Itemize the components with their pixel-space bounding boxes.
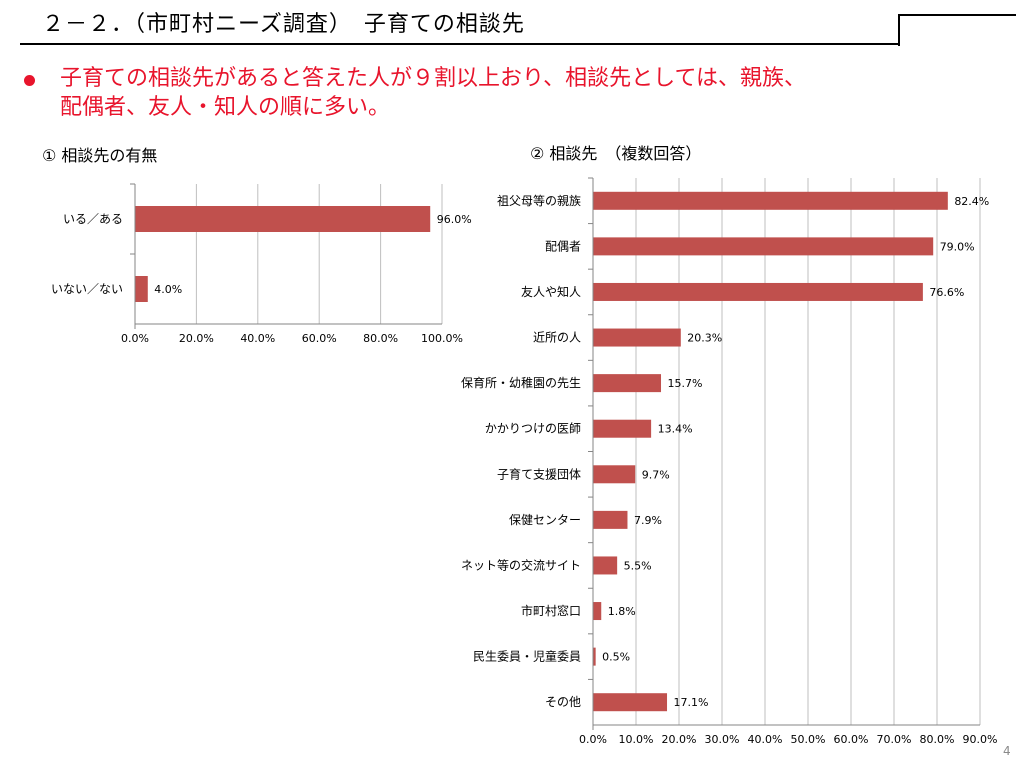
chart2-bar (593, 647, 596, 666)
chart2-data-label: 17.1% (674, 696, 709, 709)
chart2-bar (593, 465, 636, 484)
chart2-category-label: ネット等の交流サイト (461, 557, 581, 572)
summary-text: 子育ての相談先があると答えた人が９割以上おり、相談先としては、親族、 配偶者、友… (60, 66, 807, 120)
page-title: ２－２．（市町村ニーズ調査） 子育ての相談先 (42, 12, 525, 37)
chart2-data-label: 76.6% (929, 286, 964, 299)
chart2-xtick-label: 0.0% (579, 733, 607, 746)
chart2-category-label: その他 (545, 695, 581, 709)
chart2-bar (593, 282, 923, 301)
chart1-xtick-label: 20.0% (179, 332, 214, 345)
chart2-category-label: 子育て支援団体 (497, 466, 581, 481)
chart2-category-label: 祖父母等の親族 (497, 193, 581, 208)
chart2-data-label: 79.0% (940, 240, 975, 253)
chart2-bar (593, 191, 948, 210)
chart2-xtick-label: 20.0% (662, 733, 697, 746)
chart2-data-label: 20.3% (687, 332, 722, 345)
chart1-xtick-label: 100.0% (421, 332, 463, 345)
chart2-bar (593, 693, 668, 712)
chart2-data-label: 13.4% (658, 423, 693, 436)
chart1-category-label: いない／ない (51, 282, 123, 296)
chart2-bar (593, 510, 628, 529)
chart2-xtick-label: 30.0% (705, 733, 740, 746)
header-corner-bracket (898, 14, 1016, 46)
bullet-dot-icon (24, 75, 35, 86)
chart1-data-label: 96.0% (437, 213, 472, 226)
chart2-data-label: 82.4% (954, 195, 989, 208)
title-underline (20, 43, 900, 45)
chart1-xtick-label: 0.0% (121, 332, 149, 345)
chart2-xtick-label: 90.0% (963, 733, 998, 746)
chart2-xtick-label: 60.0% (834, 733, 869, 746)
chart2-data-label: 1.8% (608, 605, 636, 618)
chart1-category-label: いる／ある (63, 212, 123, 226)
chart1-bar (135, 206, 431, 232)
chart2-category-label: 市町村窓口 (521, 603, 581, 618)
chart2-xtick-label: 50.0% (791, 733, 826, 746)
chart1-xtick-label: 60.0% (302, 332, 337, 345)
page-number: 4 (1003, 744, 1011, 758)
chart2-xtick-label: 10.0% (619, 733, 654, 746)
chart1-xtick-label: 40.0% (240, 332, 275, 345)
chart2-data-label: 9.7% (642, 468, 670, 481)
chart1-title: ① 相談先の有無 (42, 146, 158, 165)
chart2-bar (593, 602, 602, 621)
chart2-bar (593, 374, 662, 393)
chart2-xtick-label: 40.0% (748, 733, 783, 746)
chart2-bar (593, 237, 934, 256)
chart2-data-label: 0.5% (602, 651, 630, 664)
chart2-category-label: かかりつけの医師 (485, 422, 581, 436)
chart2-category-label: 保育所・幼稚園の先生 (461, 375, 581, 390)
chart2-bar (593, 556, 618, 575)
chart2-data-label: 5.5% (624, 559, 652, 572)
chart1-data-label: 4.0% (154, 283, 182, 296)
chart2-data-label: 15.7% (668, 377, 703, 390)
chart2-bar (593, 328, 681, 347)
chart1-bar (135, 276, 148, 302)
chart2-xtick-label: 80.0% (920, 733, 955, 746)
chart2-xtick-label: 70.0% (877, 733, 912, 746)
chart2-category-label: 近所の人 (533, 331, 581, 345)
chart2-title: ② 相談先 （複数回答） (530, 144, 702, 163)
chart2-category-label: 民生委員・児童委員 (473, 649, 581, 664)
chart1-xtick-label: 80.0% (363, 332, 398, 345)
chart2-data-label: 7.9% (634, 514, 662, 527)
chart2-category-label: 友人や知人 (521, 285, 581, 299)
chart2-bar (593, 419, 652, 438)
chart2-category-label: 配偶者 (545, 239, 581, 253)
chart2-category-label: 保健センター (509, 513, 581, 527)
